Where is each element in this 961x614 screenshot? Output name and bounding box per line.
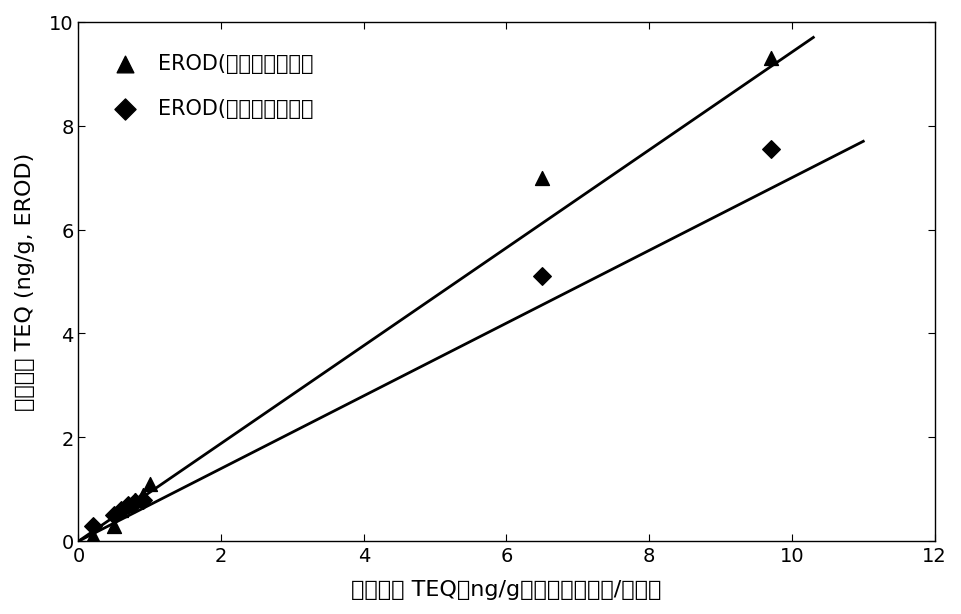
EROD(草鱼原代细胞）: [534, 173, 550, 183]
EROD(鼠肝癌细胞株）: [128, 497, 143, 507]
EROD(草鱼原代细胞）: [107, 521, 122, 530]
EROD(鼠肝癌细胞株）: [107, 510, 122, 520]
EROD(草鱼原代细胞）: [135, 490, 150, 500]
Legend: EROD(草鱼原代细胞）, EROD(鼠肝癌细胞株）: EROD(草鱼原代细胞）, EROD(鼠肝癌细胞株）: [88, 33, 333, 139]
EROD(草鱼原代细胞）: [85, 531, 100, 541]
EROD(鼠肝癌细胞株）: [534, 272, 550, 282]
EROD(鼠肝癌细胞株）: [113, 505, 129, 515]
EROD(鼠肝癌细胞株）: [762, 145, 777, 155]
X-axis label: 毒性当量 TEQ（ng/g）（高分辨色谱/质谱）: 毒性当量 TEQ（ng/g）（高分辨色谱/质谱）: [351, 579, 661, 599]
EROD(草鱼原代细胞）: [142, 480, 158, 489]
EROD(鼠肝癌细胞株）: [120, 500, 136, 510]
EROD(草鱼原代细胞）: [113, 505, 129, 515]
EROD(草鱼原代细胞）: [120, 500, 136, 510]
EROD(鼠肝癌细胞株）: [85, 521, 100, 530]
EROD(草鱼原代细胞）: [762, 54, 777, 64]
Y-axis label: 毒性当量 TEQ (ng/g, EROD): 毒性当量 TEQ (ng/g, EROD): [15, 153, 35, 411]
EROD(草鱼原代细胞）: [128, 495, 143, 505]
EROD(鼠肝癌细胞株）: [135, 495, 150, 505]
